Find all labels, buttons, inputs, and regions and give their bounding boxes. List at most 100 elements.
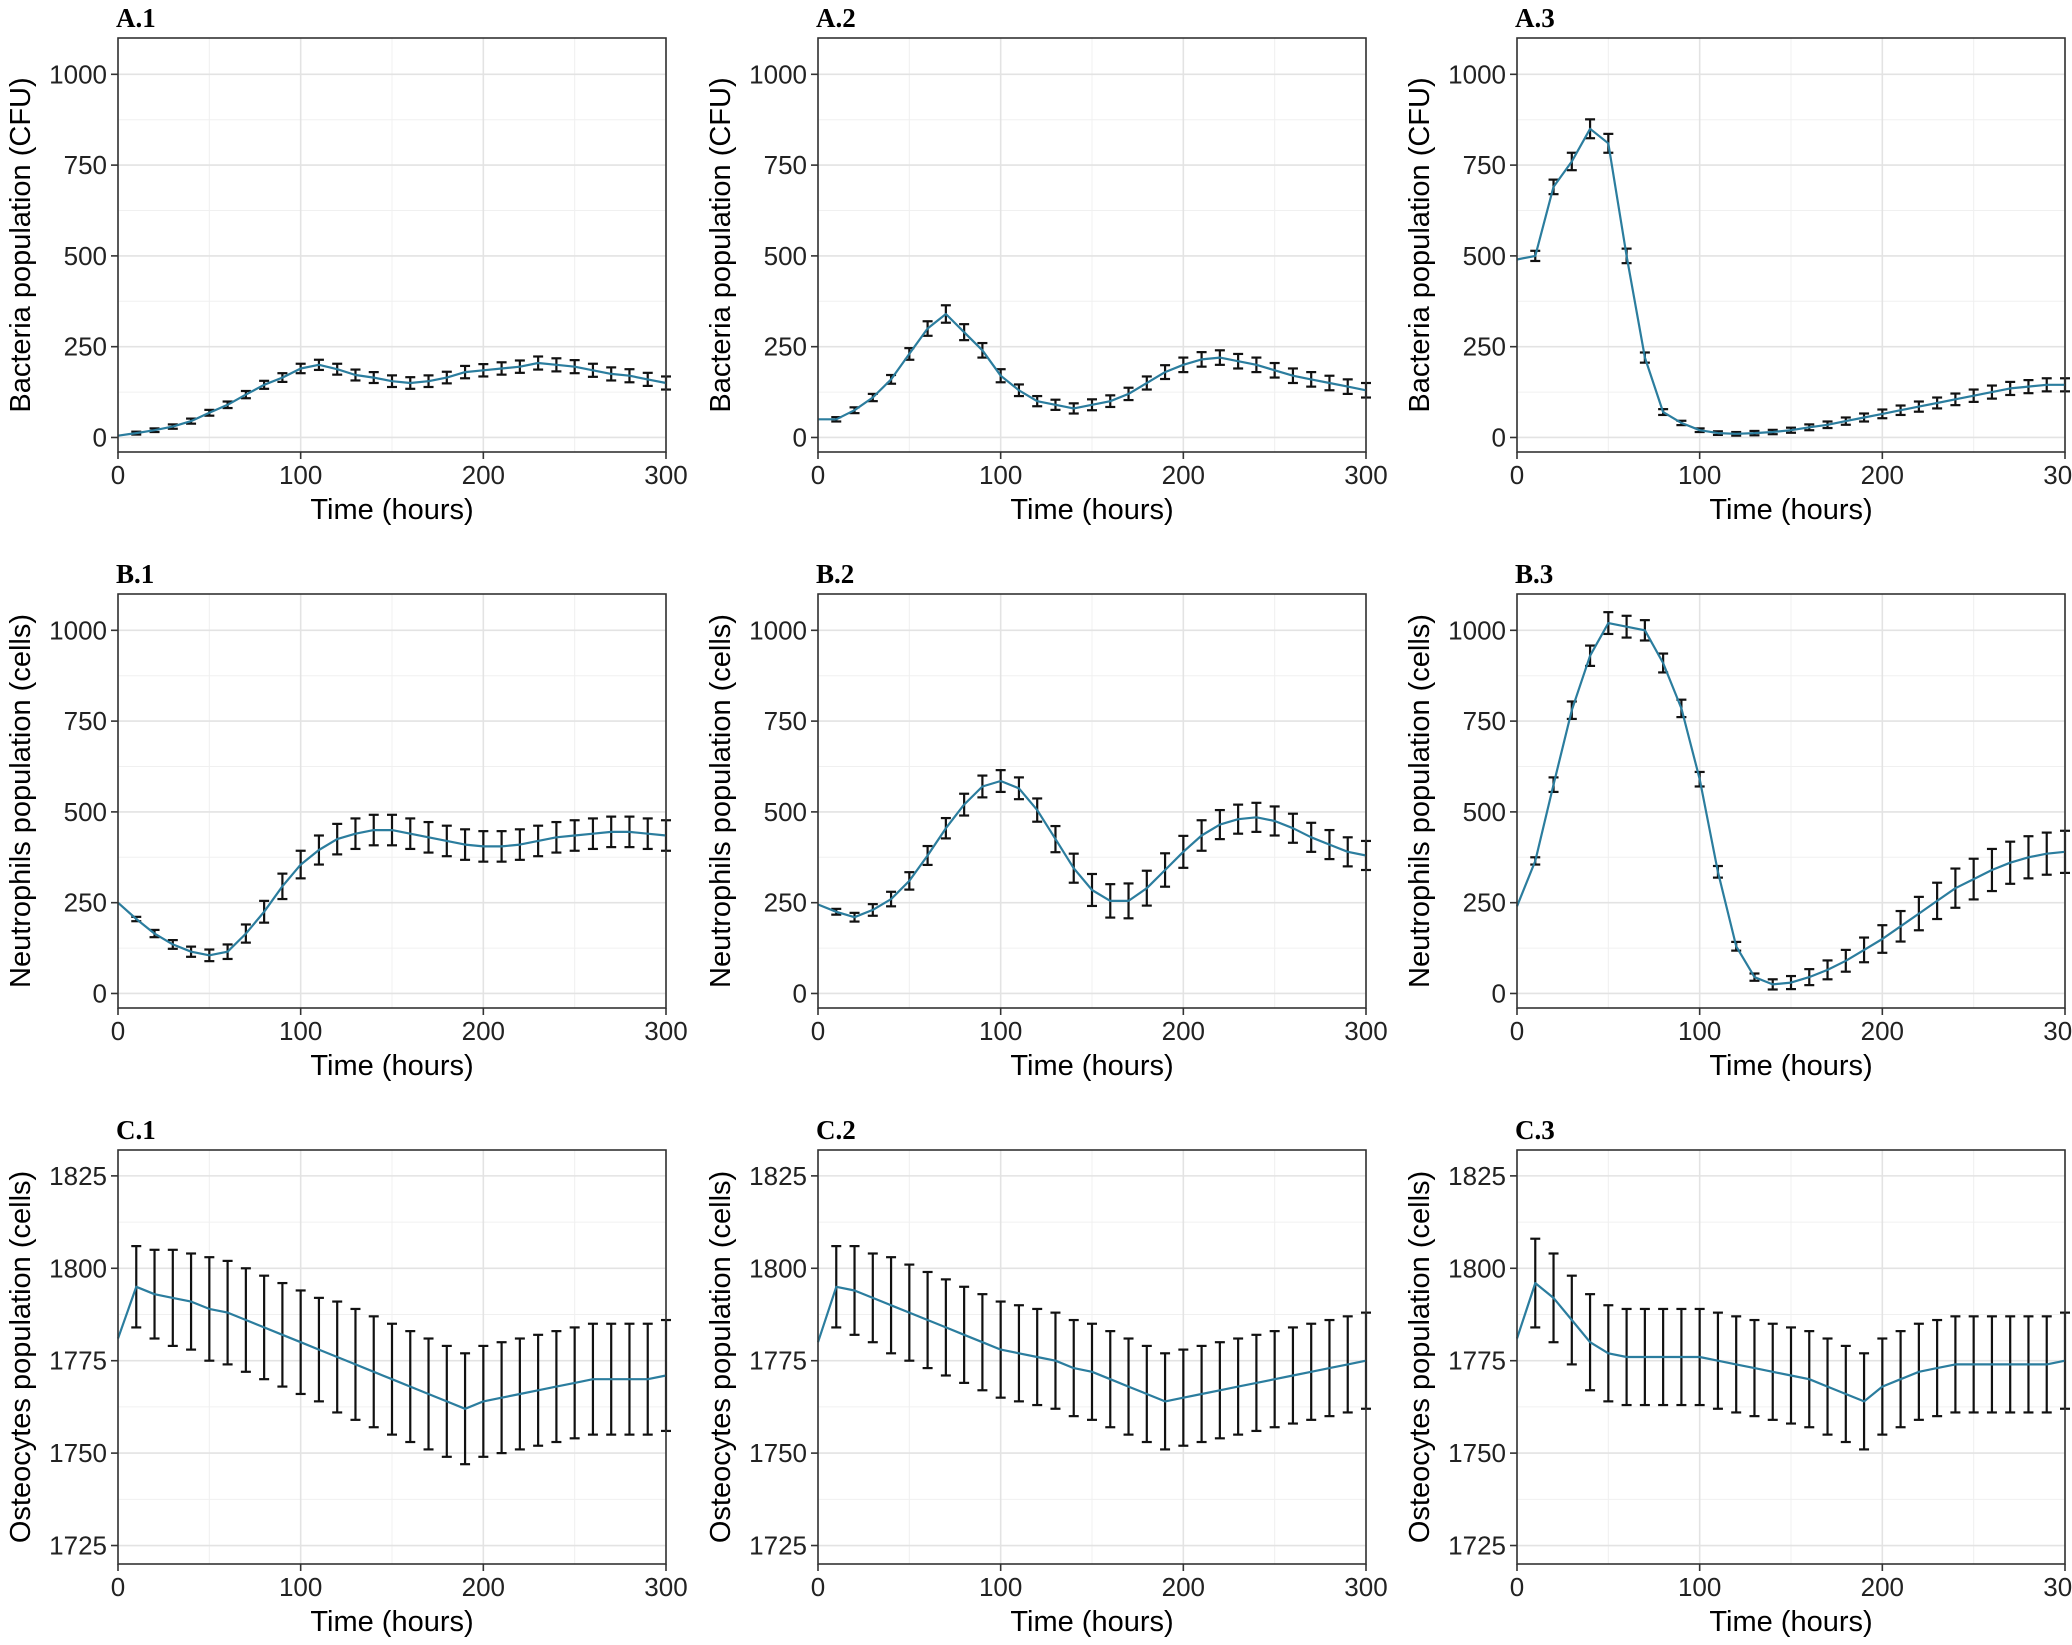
y-axis-title: Osteocytes population (cells) xyxy=(1404,1171,1436,1543)
x-tick-label: 300 xyxy=(1344,1572,1387,1602)
x-tick-label: 100 xyxy=(279,1016,322,1046)
x-tick-label: 100 xyxy=(1678,1572,1721,1602)
series-line xyxy=(117,829,667,957)
series-line xyxy=(817,779,1367,919)
x-tick-label: 100 xyxy=(979,1016,1022,1046)
plot-frame xyxy=(1516,1149,2066,1565)
x-tick-label: 200 xyxy=(1162,460,1205,490)
y-tick-label: 500 xyxy=(764,797,807,827)
panel-label: A.2 xyxy=(816,3,856,33)
y-tick-label: 250 xyxy=(1463,888,1506,918)
x-tick-label: 0 xyxy=(111,460,125,490)
y-tick-label: 750 xyxy=(1463,706,1506,736)
panel-label: C.1 xyxy=(116,1115,156,1145)
x-tick-label: 300 xyxy=(2043,460,2072,490)
x-tick-label: 200 xyxy=(1861,1016,1904,1046)
y-tick-label: 1775 xyxy=(49,1346,107,1376)
plot-frame xyxy=(1516,37,2066,453)
x-tick-label: 100 xyxy=(1678,1016,1721,1046)
panel-label: B.2 xyxy=(816,559,854,589)
x-tick-label: 200 xyxy=(1861,1572,1904,1602)
y-tick-label: 500 xyxy=(64,241,107,271)
x-tick-label: 100 xyxy=(979,460,1022,490)
y-tick-label: 1800 xyxy=(49,1253,107,1283)
chart-panel-C1: 0 100 200 300 1725 1750 1775 1800 1825 C.1 Time (h… xyxy=(5,1115,688,1638)
x-tick-label: 100 xyxy=(1678,460,1721,490)
y-tick-label: 1000 xyxy=(749,59,807,89)
y-tick-label: 1825 xyxy=(1448,1161,1506,1191)
plot-frame xyxy=(117,593,667,1009)
y-tick-label: 1725 xyxy=(749,1531,807,1561)
y-tick-label: 0 xyxy=(793,978,807,1008)
x-axis-title: Time (hours) xyxy=(1010,1606,1173,1638)
x-tick-label: 0 xyxy=(111,1572,125,1602)
y-axis-title: Osteocytes population (cells) xyxy=(705,1171,737,1543)
chart-panel-A3: 0 100 200 300 0 250 500 750 1000 A.3 Time (hours) B… xyxy=(1404,3,2072,526)
y-tick-label: 250 xyxy=(64,888,107,918)
y-tick-label: 1825 xyxy=(749,1161,807,1191)
y-tick-label: 250 xyxy=(764,332,807,362)
y-tick-label: 1000 xyxy=(1448,615,1506,645)
y-tick-label: 1000 xyxy=(749,615,807,645)
y-tick-label: 750 xyxy=(1463,150,1506,180)
y-tick-label: 500 xyxy=(1463,797,1506,827)
x-axis-title: Time (hours) xyxy=(1709,494,1872,526)
panel-label: A.1 xyxy=(116,3,156,33)
chart-panel-A2: 0 100 200 300 0 250 500 750 1000 A.2 Time (hours) B… xyxy=(705,3,1388,526)
plot-frame xyxy=(117,1149,667,1565)
x-tick-label: 0 xyxy=(811,460,825,490)
series-line xyxy=(1516,127,2065,435)
x-tick-label: 300 xyxy=(644,1572,687,1602)
x-tick-label: 100 xyxy=(979,1572,1022,1602)
series-line xyxy=(1515,1282,2066,1403)
y-tick-label: 500 xyxy=(764,241,807,271)
x-tick-label: 300 xyxy=(2043,1572,2072,1602)
x-tick-label: 300 xyxy=(1344,460,1387,490)
series-line xyxy=(117,361,667,437)
x-tick-label: 300 xyxy=(1344,1016,1387,1046)
y-tick-label: 1775 xyxy=(749,1346,807,1376)
chart-panel-B2: 0 100 200 300 0 250 500 750 1000 B.2 Time (hours) N… xyxy=(705,559,1388,1082)
plot-frame xyxy=(817,593,1367,1009)
x-axis-title: Time (hours) xyxy=(1010,494,1173,526)
y-tick-label: 1000 xyxy=(1448,59,1506,89)
y-tick-label: 0 xyxy=(93,422,107,452)
panel-label: A.3 xyxy=(1515,3,1555,33)
y-tick-label: 0 xyxy=(793,422,807,452)
plot-frame xyxy=(1516,593,2066,1009)
x-tick-label: 0 xyxy=(1510,1016,1524,1046)
x-axis-title: Time (hours) xyxy=(310,1050,473,1082)
x-axis-title: Time (hours) xyxy=(310,1606,473,1638)
y-tick-label: 250 xyxy=(64,332,107,362)
y-axis-title: Bacteria population (CFU) xyxy=(705,77,737,412)
chart-panel-B3: 0 100 200 300 0 250 500 750 1000 B.3 Time (hours) N… xyxy=(1404,559,2072,1082)
y-tick-label: 750 xyxy=(64,706,107,736)
x-tick-label: 300 xyxy=(644,460,687,490)
panel-label: B.3 xyxy=(1515,559,1553,589)
chart-panel-B1: 0 100 200 300 0 250 500 750 1000 B.1 Time (hours) N… xyxy=(5,559,688,1082)
y-tick-label: 0 xyxy=(1492,978,1506,1008)
y-tick-label: 1800 xyxy=(1448,1253,1506,1283)
y-tick-label: 1825 xyxy=(49,1161,107,1191)
y-tick-label: 1750 xyxy=(749,1438,807,1468)
series-line xyxy=(1515,622,2066,986)
y-axis-title: Neutrophils population (cells) xyxy=(5,614,37,988)
plot-frame xyxy=(817,37,1367,453)
y-tick-label: 250 xyxy=(1463,332,1506,362)
x-axis-title: Time (hours) xyxy=(1010,1050,1173,1082)
chart-panel-A1: 0 100 200 300 0 250 500 750 1000 A.1 Time (hours) B… xyxy=(5,3,688,526)
y-tick-label: 0 xyxy=(93,978,107,1008)
chart-panel-C3: 0 100 200 300 1725 1750 1775 1800 1825 C.3 Time (h… xyxy=(1404,1115,2072,1638)
y-tick-label: 500 xyxy=(1463,241,1506,271)
panel-label: B.1 xyxy=(116,559,154,589)
y-tick-label: 1775 xyxy=(1448,1346,1506,1376)
x-tick-label: 100 xyxy=(279,1572,322,1602)
y-tick-label: 1000 xyxy=(49,59,107,89)
x-tick-label: 0 xyxy=(1510,460,1524,490)
y-tick-label: 500 xyxy=(64,797,107,827)
y-tick-label: 250 xyxy=(764,888,807,918)
x-tick-label: 200 xyxy=(462,1572,505,1602)
y-tick-label: 750 xyxy=(764,706,807,736)
x-tick-label: 200 xyxy=(462,460,505,490)
x-tick-label: 0 xyxy=(1510,1572,1524,1602)
